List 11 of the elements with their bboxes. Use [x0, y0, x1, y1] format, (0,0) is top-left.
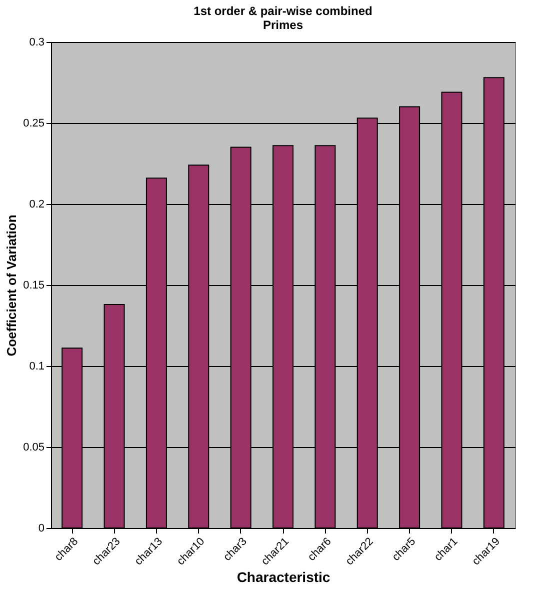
- y-tick-label: 0: [38, 522, 44, 534]
- y-axis-title: Coefficient of Variation: [4, 214, 20, 356]
- text: Primes: [262, 18, 304, 32]
- y-tick-label: 0.25: [23, 118, 44, 130]
- y-tick-label: 0.15: [23, 280, 44, 292]
- y-tick-label: 0.05: [23, 442, 44, 454]
- y-tick-label: 0.1: [29, 360, 44, 372]
- x-axis-title: Characteristic: [236, 569, 330, 586]
- text: 1st order & pair-wise combined: [194, 4, 372, 18]
- y-tick-label: 0.3: [29, 36, 44, 48]
- y-tick-label: 0.2: [29, 198, 44, 210]
